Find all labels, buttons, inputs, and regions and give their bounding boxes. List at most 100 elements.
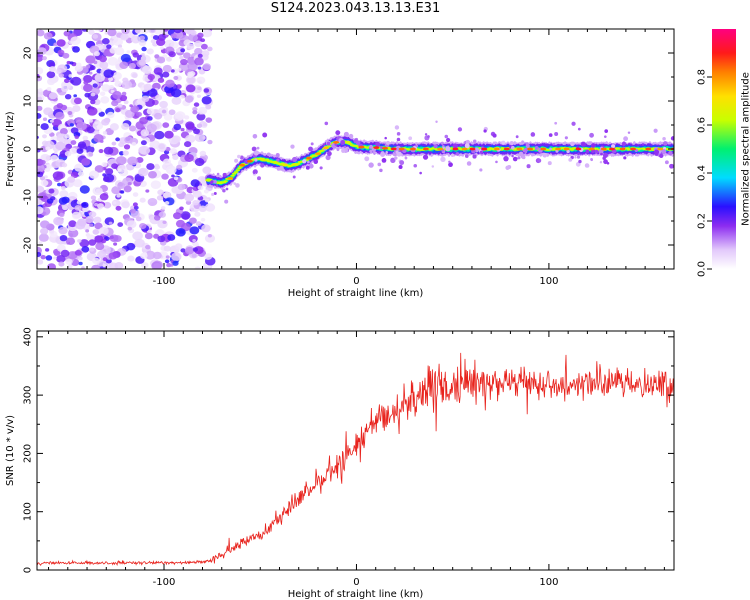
noise-blob: [153, 67, 163, 75]
snr-y-tick-label: 0: [23, 567, 34, 573]
noise-blob: [103, 50, 110, 57]
noise-blob: [77, 171, 85, 177]
noise-blob: [201, 224, 211, 233]
signal-halo-dot: [505, 165, 510, 170]
noise-blob: [156, 195, 164, 201]
noise-blob: [190, 179, 200, 187]
noise-blob: [162, 191, 172, 199]
noise-blob: [180, 211, 191, 220]
noise-blob: [47, 78, 56, 86]
signal-halo-dot: [577, 152, 580, 156]
signal-peak-mark: [218, 181, 225, 184]
signal-peak-mark: [481, 147, 488, 151]
signal-halo-dot: [602, 156, 606, 161]
noise-blob: [157, 189, 164, 196]
noise-blob: [59, 212, 65, 218]
signal-halo-dot: [623, 156, 627, 160]
spectrogram-y-tick-label: 10: [23, 95, 34, 108]
noise-blob: [186, 43, 195, 50]
noise-blob: [193, 128, 200, 135]
noise-blob: [200, 217, 206, 222]
signal-peak-mark: [373, 146, 380, 150]
noise-blob: [111, 100, 119, 107]
noise-blob: [69, 123, 74, 127]
noise-blob: [74, 163, 85, 172]
noise-blob: [62, 52, 70, 59]
signal-halo-dot: [587, 141, 592, 146]
signal-halo-dot: [211, 192, 215, 196]
noise-blob: [132, 52, 140, 58]
signal-peak-mark: [259, 157, 266, 161]
noise-blob: [135, 216, 142, 222]
noise-blob: [60, 249, 70, 258]
noise-blob: [192, 190, 202, 198]
noise-blob: [171, 174, 175, 178]
noise-blob: [89, 170, 100, 179]
noise-blob: [64, 78, 70, 83]
noise-blob: [106, 111, 115, 119]
noise-blob: [37, 88, 43, 93]
noise-blob: [184, 95, 194, 103]
noise-blob: [59, 234, 68, 242]
noise-blob: [45, 255, 53, 261]
signal-halo-dot: [396, 137, 401, 142]
signal-track-mark: [223, 180, 228, 183]
noise-blob: [202, 166, 212, 174]
signal-halo-dot: [448, 160, 451, 164]
noise-blob: [108, 252, 118, 260]
noise-blob: [173, 123, 182, 131]
noise-blob: [162, 64, 172, 73]
noise-blob: [92, 34, 99, 39]
signal-halo-dot: [325, 154, 331, 161]
noise-blob: [198, 106, 208, 115]
signal-halo-dot: [319, 166, 323, 170]
noise-blob: [205, 117, 213, 123]
signal-halo-dot: [457, 127, 463, 132]
noise-blob: [122, 150, 129, 156]
signal-halo-dot: [440, 141, 444, 145]
noise-blob: [98, 111, 105, 117]
signal-halo-dot: [464, 154, 469, 158]
signal-peak-mark: [437, 147, 444, 151]
signal-halo-dot: [512, 156, 518, 162]
noise-blob: [135, 111, 142, 117]
signal-halo-dot: [472, 139, 477, 143]
noise-blob: [139, 197, 146, 203]
noise-blob: [111, 163, 118, 170]
noise-blob: [171, 96, 182, 105]
noise-blob: [129, 208, 136, 214]
noise-blob: [187, 73, 193, 79]
noise-blob: [161, 109, 167, 114]
signal-halo-dot: [604, 129, 609, 133]
noise-blob: [141, 95, 150, 103]
noise-blob: [189, 226, 200, 235]
noise-blob: [37, 252, 42, 257]
signal-halo-dot: [589, 132, 594, 138]
noise-blob: [76, 62, 82, 68]
signal-halo-dot: [518, 151, 524, 157]
noise-blob: [117, 168, 122, 172]
signal-peak-mark: [600, 147, 607, 151]
noise-blob: [116, 194, 121, 198]
noise-blob: [197, 32, 204, 38]
noise-blob: [117, 44, 123, 48]
noise-blob: [82, 135, 89, 141]
noise-blob: [57, 49, 65, 56]
noise-blob: [184, 246, 195, 255]
noise-blob: [85, 229, 90, 233]
noise-blob: [162, 158, 172, 166]
noise-blob: [132, 192, 139, 197]
noise-blob: [57, 64, 68, 73]
signal-halo-dot: [396, 151, 402, 157]
spectrogram-y-tick-label: 0: [23, 146, 34, 152]
noise-blob: [146, 163, 155, 171]
signal-halo-dot: [466, 161, 472, 166]
noise-blob: [112, 37, 124, 47]
noise-blob: [183, 141, 192, 148]
signal-halo-dot: [547, 161, 552, 166]
signal-halo-dot: [369, 149, 373, 153]
noise-blob: [45, 146, 51, 151]
noise-blob: [70, 140, 77, 145]
signal-halo-dot: [290, 144, 295, 149]
noise-blob: [67, 264, 73, 269]
